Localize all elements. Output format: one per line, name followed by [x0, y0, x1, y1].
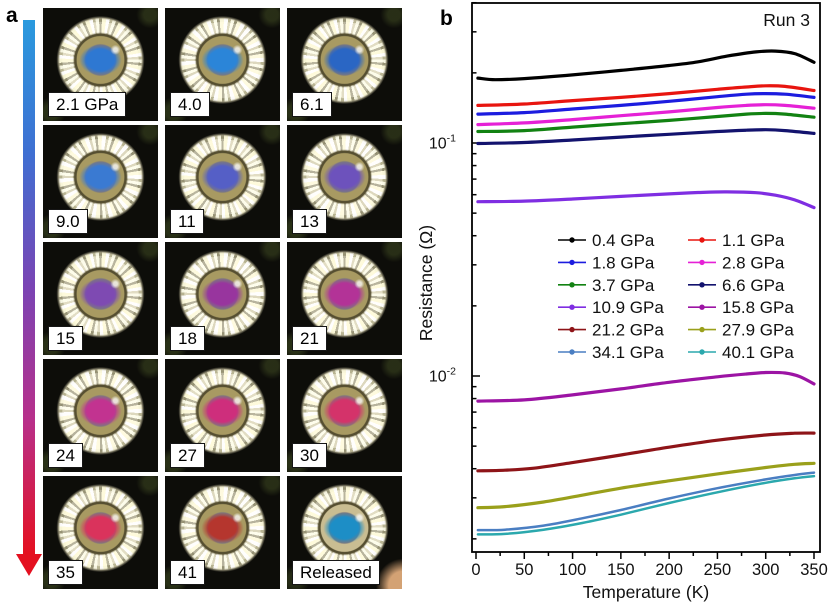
- dac-photo-grid: 2.1 GPa 4.0 6.1 9.0 11 13 15 18 21 24 27…: [43, 8, 402, 589]
- y-axis-minor-ticks: [472, 1, 477, 540]
- chart-legend: 0.4 GPa 1.1 GPa 1.8 GPa 2.8 GPa 3.7 GPa 6.6 G…: [558, 231, 794, 362]
- dac-photo-7: 15: [43, 242, 158, 355]
- pressure-label: 21: [292, 325, 327, 351]
- panel-a-label: a: [6, 4, 18, 27]
- dac-photo-4: 9.0: [43, 125, 158, 238]
- pressure-label: 35: [48, 559, 83, 585]
- curve-21.2-GPa: [476, 431, 816, 473]
- svg-text:15.8 GPa: 15.8 GPa: [722, 298, 794, 317]
- dac-photo-14: 41: [165, 476, 280, 589]
- pressure-label: 9.0: [48, 208, 88, 234]
- svg-text:3.7 GPa: 3.7 GPa: [592, 276, 655, 295]
- panel-b: b 0 50 100 150 200 250 300 350 10-2 10-1 0.4 GPa…: [410, 0, 830, 608]
- svg-text:10.9 GPa: 10.9 GPa: [592, 298, 664, 317]
- pressure-label: Released: [292, 559, 380, 585]
- pressure-label: 30: [292, 442, 327, 468]
- dac-photo-5: 11: [165, 125, 280, 238]
- curve-10.9-GPa: [476, 190, 816, 210]
- panel-a: a 2.1 GPa 4.0 6.1 9.0 11 13 15 18 21 24 …: [0, 0, 410, 608]
- svg-text:100: 100: [559, 561, 587, 579]
- curve-27.9-GPa: [476, 461, 816, 510]
- x-axis-title: Temperature (K): [583, 582, 709, 602]
- arrow-head-icon: [16, 554, 42, 576]
- legend-item-0.4-GPa: 0.4 GPa: [558, 231, 655, 250]
- pressure-label: 6.1: [292, 91, 332, 117]
- curve-1.1-GPa: [476, 84, 816, 107]
- legend-item-1.1-GPa: 1.1 GPa: [688, 231, 785, 250]
- pressure-label: 2.1 GPa: [48, 91, 127, 117]
- svg-text:250: 250: [704, 561, 732, 579]
- svg-text:2.8 GPa: 2.8 GPa: [722, 253, 785, 272]
- legend-item-34.1-GPa: 34.1 GPa: [558, 343, 664, 362]
- pressure-label: 13: [292, 208, 327, 234]
- dac-photo-9: 21: [287, 242, 402, 355]
- resistance-chart: 0 50 100 150 200 250 300 350 10-2 10-1 0.4 GPa 1.…: [416, 1, 828, 602]
- svg-text:27.9 GPa: 27.9 GPa: [722, 321, 794, 340]
- svg-text:10-2: 10-2: [429, 366, 456, 386]
- dac-photo-11: 27: [165, 359, 280, 472]
- legend-item-2.8-GPa: 2.8 GPa: [688, 253, 785, 272]
- pressure-label: 41: [170, 559, 205, 585]
- svg-text:200: 200: [655, 561, 683, 579]
- dac-photo-6: 13: [287, 125, 402, 238]
- svg-text:0.4 GPa: 0.4 GPa: [592, 231, 655, 250]
- y-axis-major-ticks: [472, 142, 480, 377]
- legend-item-40.1-GPa: 40.1 GPa: [688, 343, 794, 362]
- dac-photo-3: 6.1: [287, 8, 402, 121]
- dac-photo-released: Released: [287, 476, 402, 589]
- chart-curves: [476, 49, 816, 536]
- dac-photo-2: 4.0: [165, 8, 280, 121]
- curve-6.6-GPa: [476, 128, 816, 146]
- curve-34.1-GPa: [476, 471, 816, 532]
- legend-item-21.2-GPa: 21.2 GPa: [558, 321, 664, 340]
- dac-photo-10: 24: [43, 359, 158, 472]
- curve-0.4-GPa: [476, 49, 816, 82]
- legend-item-3.7-GPa: 3.7 GPa: [558, 276, 655, 295]
- svg-text:50: 50: [515, 561, 533, 579]
- y-axis-tick-labels: 10-2 10-1: [429, 133, 456, 386]
- dac-photo-12: 30: [287, 359, 402, 472]
- svg-text:34.1 GPa: 34.1 GPa: [592, 343, 664, 362]
- legend-item-1.8-GPa: 1.8 GPa: [558, 253, 655, 272]
- legend-item-6.6-GPa: 6.6 GPa: [688, 276, 785, 295]
- legend-item-15.8-GPa: 15.8 GPa: [688, 298, 794, 317]
- svg-text:1.8 GPa: 1.8 GPa: [592, 253, 655, 272]
- dac-photo-13: 35: [43, 476, 158, 589]
- run-annotation: Run 3: [763, 10, 810, 30]
- svg-text:150: 150: [607, 561, 635, 579]
- curve-2.8-GPa: [476, 103, 816, 127]
- pressure-gradient-arrow: [16, 20, 42, 576]
- pressure-label: 24: [48, 442, 83, 468]
- svg-text:10-1: 10-1: [429, 133, 456, 153]
- legend-item-27.9-GPa: 27.9 GPa: [688, 321, 794, 340]
- plot-border: [471, 2, 821, 553]
- svg-text:21.2 GPa: 21.2 GPa: [592, 321, 664, 340]
- dac-photo-1: 2.1 GPa: [43, 8, 158, 121]
- svg-text:40.1 GPa: 40.1 GPa: [722, 343, 794, 362]
- curve-40.1-GPa: [476, 474, 816, 536]
- y-axis-title: Resistance (Ω): [416, 225, 436, 341]
- pressure-label: 11: [170, 208, 204, 234]
- pressure-label: 18: [170, 325, 205, 351]
- svg-text:300: 300: [752, 561, 780, 579]
- svg-text:1.1 GPa: 1.1 GPa: [722, 231, 785, 250]
- dac-photo-8: 18: [165, 242, 280, 355]
- x-axis-ticks: [475, 552, 815, 559]
- svg-text:350: 350: [800, 561, 828, 579]
- legend-item-10.9-GPa: 10.9 GPa: [558, 298, 664, 317]
- svg-text:0: 0: [471, 561, 480, 579]
- panel-b-label: b: [440, 7, 453, 30]
- pressure-label: 27: [170, 442, 205, 468]
- x-axis-tick-labels: 0 50 100 150 200 250 300 350: [471, 561, 827, 579]
- svg-text:6.6 GPa: 6.6 GPa: [722, 276, 785, 295]
- curve-15.8-GPa: [476, 370, 816, 403]
- curve-3.7-GPa: [476, 111, 816, 134]
- pressure-label: 15: [48, 325, 83, 351]
- pressure-label: 4.0: [170, 91, 210, 117]
- curve-1.8-GPa: [476, 92, 816, 116]
